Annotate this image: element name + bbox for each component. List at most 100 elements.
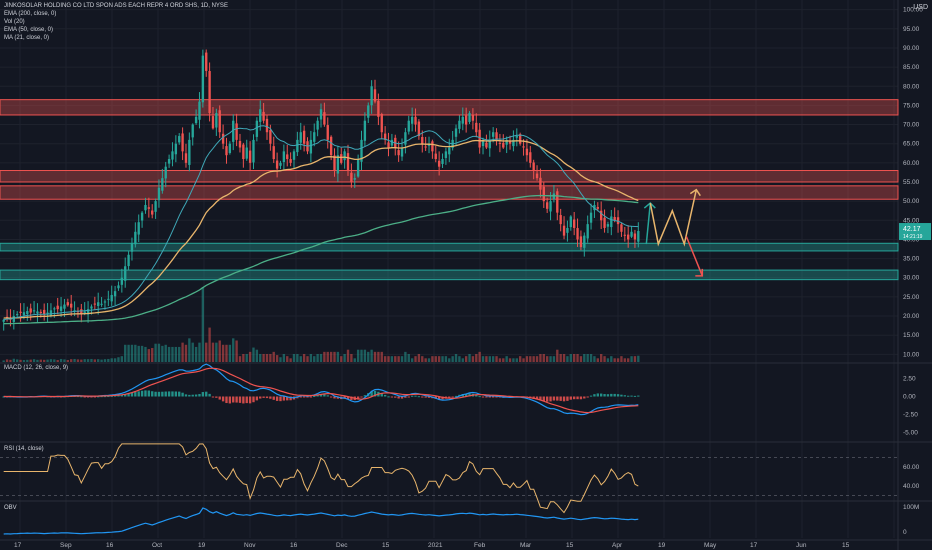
volume-bar xyxy=(319,354,323,362)
zone-green xyxy=(0,242,899,252)
candle-body xyxy=(471,114,475,121)
volume-bar xyxy=(535,356,539,362)
macd-hist-bar xyxy=(124,394,127,397)
candle-body xyxy=(532,162,535,171)
candle-body xyxy=(346,153,350,171)
candle-body xyxy=(218,110,221,133)
price-tick-label: 15.00 xyxy=(903,332,920,339)
candle-body xyxy=(390,139,394,146)
candle-body xyxy=(623,234,626,236)
candle-body xyxy=(360,139,363,162)
candle-body xyxy=(603,217,606,228)
macd-hist-bar xyxy=(464,394,468,397)
price-tick-label: 100.00 xyxy=(903,7,923,14)
macd-signal-line xyxy=(3,367,639,414)
macd-hist-bar xyxy=(167,391,171,397)
volume-bar xyxy=(76,359,80,362)
volume-bar xyxy=(569,354,572,362)
candle-body xyxy=(336,155,340,174)
volume-bar xyxy=(576,354,579,362)
price-tick-label: 95.00 xyxy=(903,26,920,33)
candle-body xyxy=(130,243,134,252)
volume-bar xyxy=(613,358,616,362)
macd-hist-bar xyxy=(201,392,205,397)
candle-body xyxy=(97,302,100,306)
candle-body xyxy=(242,144,245,160)
volume-bar xyxy=(167,346,171,362)
volume-bar xyxy=(103,359,107,362)
volume-bar xyxy=(434,356,437,362)
candle-body xyxy=(154,201,157,212)
volume-bar xyxy=(545,356,549,362)
macd-hist-bar xyxy=(134,392,137,397)
volume-bar xyxy=(502,358,505,362)
macd-hist-bar xyxy=(248,396,252,404)
volume-bar xyxy=(475,354,478,362)
time-tick-label: 16 xyxy=(290,542,298,549)
macd-hist-bar xyxy=(488,396,491,398)
candle-body xyxy=(286,154,289,160)
macd-hist-bar xyxy=(161,391,164,397)
volume-bar xyxy=(586,354,589,362)
candle-body xyxy=(194,116,198,124)
volume-bar xyxy=(232,338,235,362)
macd-hist-bar xyxy=(410,395,414,397)
time-tick-label: Dec xyxy=(336,542,348,549)
volume-bar xyxy=(363,349,367,362)
candle-body xyxy=(576,228,579,240)
candle-body xyxy=(201,55,205,103)
candle-body xyxy=(397,150,400,156)
macd-hist-bar xyxy=(306,396,309,398)
macd-hist-bar xyxy=(228,396,232,404)
macd-tick-label: 0.00 xyxy=(903,394,916,401)
candle-body xyxy=(259,109,262,122)
volume-bar xyxy=(252,347,255,362)
macd-hist-bar xyxy=(157,391,161,397)
volume-bar xyxy=(515,358,518,362)
volume-bar xyxy=(59,358,63,362)
volume-bar xyxy=(73,358,76,362)
volume-bar xyxy=(556,349,559,362)
candle-body xyxy=(535,173,539,179)
candle-body xyxy=(461,116,464,124)
candle-body xyxy=(637,231,640,242)
macd-hist-bar xyxy=(424,396,427,398)
candle-body xyxy=(343,151,346,161)
zone-red xyxy=(0,185,899,200)
candle-body xyxy=(562,225,566,236)
macd-hist-bar xyxy=(164,391,167,397)
volume-bar xyxy=(491,356,495,362)
volume-bar xyxy=(340,356,343,362)
projection-green-arrow xyxy=(645,202,652,245)
ema200-line xyxy=(3,194,639,325)
volume-bar xyxy=(242,354,245,362)
volume-bar xyxy=(606,358,610,362)
volume-bar xyxy=(70,359,73,362)
candle-body xyxy=(414,116,417,125)
macd-hist-bar xyxy=(610,393,613,397)
rsi-tick-label: 40.00 xyxy=(903,483,920,490)
macd-hist-bar xyxy=(370,391,373,397)
volume-bar xyxy=(124,344,127,362)
candle-body xyxy=(147,207,151,209)
candle-body xyxy=(309,139,313,154)
volume-bar xyxy=(235,340,238,362)
candle-body xyxy=(100,303,103,305)
candle-body xyxy=(319,109,323,120)
candle-body xyxy=(481,139,485,147)
macd-hist-bar xyxy=(174,391,178,397)
candle-body xyxy=(275,160,279,169)
candle-body xyxy=(167,159,171,164)
macd-hist-bar xyxy=(475,394,478,397)
macd-hist-bar xyxy=(437,396,441,400)
macd-hist-bar xyxy=(630,395,633,397)
currency-label[interactable]: USD xyxy=(913,4,928,11)
volume-bar xyxy=(218,340,221,362)
macd-hist-bar xyxy=(633,395,637,397)
volume-bar xyxy=(188,338,191,362)
macd-hist-bar xyxy=(242,396,245,404)
macd-hist-bar xyxy=(83,396,86,398)
macd-hist-bar xyxy=(390,396,394,398)
macd-hist-bar xyxy=(225,396,228,404)
